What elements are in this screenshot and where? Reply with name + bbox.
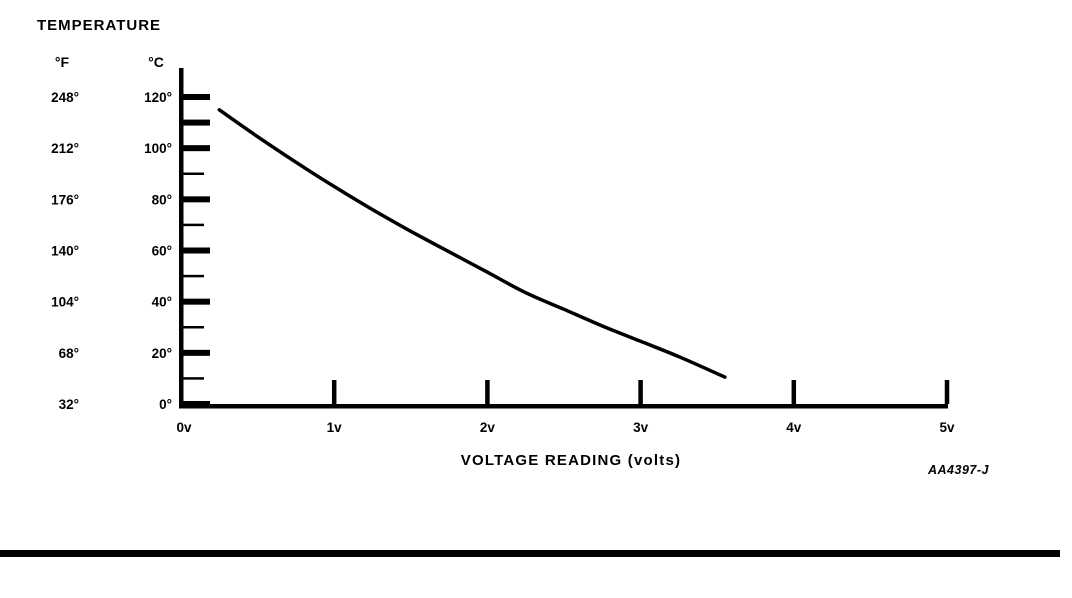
y-axis-major-tick	[183, 94, 210, 100]
x-tick-label: 4v	[786, 420, 802, 435]
y-tick-label-celsius: 100°	[144, 141, 172, 156]
y-axis-minor-tick	[183, 223, 204, 227]
y-axis-minor-tick	[183, 377, 204, 380]
x-axis-tick	[638, 380, 643, 404]
y-tick-label-fahrenheit: 176°	[51, 192, 79, 207]
y-axis-minor-tick	[183, 274, 204, 278]
fahrenheit-scale-header: °F	[54, 54, 70, 70]
x-tick-label: 5v	[939, 420, 955, 435]
y-tick-label-fahrenheit: 248°	[51, 90, 79, 105]
y-tick-label-fahrenheit: 140°	[51, 244, 79, 259]
y-axis-major-tick	[183, 196, 210, 203]
y-axis-major-tick	[183, 145, 210, 152]
y-tick-label-fahrenheit: 68°	[59, 346, 79, 361]
x-axis-tick	[791, 380, 797, 404]
bottom-divider-rule	[0, 550, 1060, 557]
y-tick-label-celsius: 80°	[152, 192, 172, 207]
y-tick-label-fahrenheit: 212°	[51, 141, 79, 156]
figure-code: AA4397-J	[928, 463, 989, 477]
x-axis-line	[179, 404, 948, 409]
y-axis-major-tick	[183, 349, 210, 356]
y-tick-label-fahrenheit: 32°	[59, 397, 79, 412]
y-axis-line	[179, 68, 184, 408]
x-tick-label: 3v	[633, 420, 649, 435]
y-axis-major-tick	[183, 401, 210, 407]
y-tick-label-celsius: 120°	[144, 90, 172, 105]
x-tick-label: 2v	[480, 420, 496, 435]
y-tick-label-fahrenheit: 104°	[51, 295, 79, 310]
sensor-voltage-curve	[217, 108, 727, 379]
x-axis-tick	[485, 380, 490, 404]
x-tick-label: 0v	[176, 420, 192, 435]
x-tick-label: 1v	[327, 420, 343, 435]
y-tick-label-celsius: 40°	[152, 295, 172, 310]
y-tick-label-celsius: 0°	[159, 397, 172, 412]
y-axis-major-tick	[183, 119, 210, 126]
y-axis-major-tick	[183, 247, 210, 254]
y-axis-minor-tick	[183, 172, 204, 175]
chart-title: TEMPERATURE	[37, 17, 162, 34]
x-axis-tick	[331, 380, 337, 404]
celsius-scale-header: °C	[148, 54, 164, 70]
y-axis-major-tick	[183, 298, 210, 305]
temperature-voltage-chart-canvas: 248° 120° 212° 100° 176° 80° 140° 60° 104° 40° 68°…	[51, 68, 955, 435]
y-axis-minor-tick	[183, 326, 204, 329]
x-axis-title: VOLTAGE READING (volts)	[460, 452, 682, 469]
x-axis-tick	[944, 380, 950, 404]
y-tick-label-celsius: 20°	[152, 346, 172, 361]
y-tick-label-celsius: 60°	[152, 244, 172, 259]
